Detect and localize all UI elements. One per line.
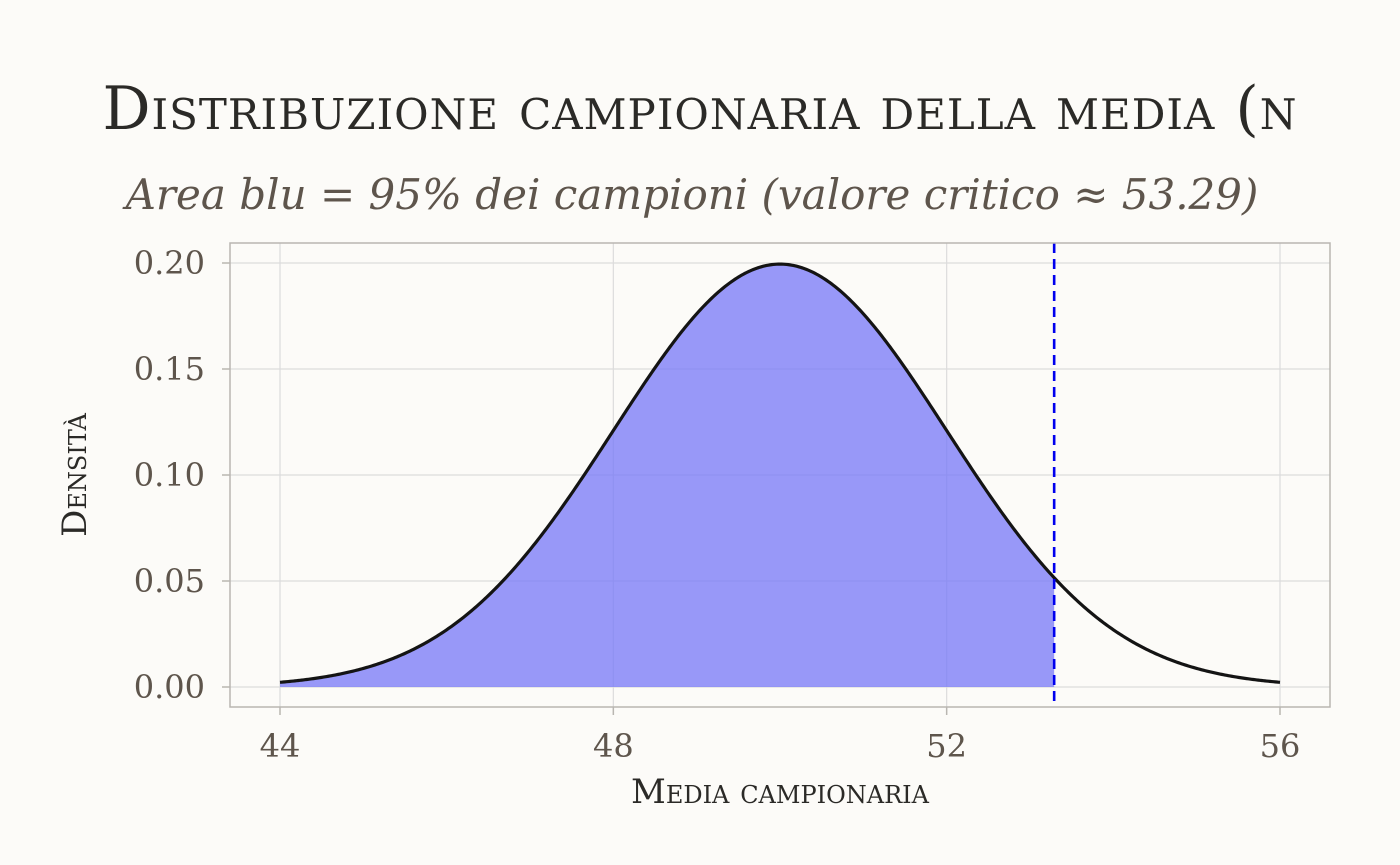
y-tick-label-3: 0.15 bbox=[134, 350, 205, 388]
axis-ticks: 44 48 52 56 0.00 0.05 0.10 0.15 0.20 bbox=[134, 244, 1301, 765]
x-axis-title: Media campionaria bbox=[631, 772, 930, 812]
chart-subtitle: Area blu = 95% dei campioni (valore crit… bbox=[122, 170, 1259, 219]
x-tick-label-2: 52 bbox=[926, 727, 967, 765]
y-tick-label-2: 0.10 bbox=[134, 456, 205, 494]
shaded-area-95 bbox=[280, 264, 1055, 687]
y-tick-label-4: 0.20 bbox=[134, 244, 205, 282]
chart-title: Distribuzione campionaria della media (n bbox=[102, 74, 1297, 144]
y-tick-label-0: 0.00 bbox=[134, 668, 205, 706]
y-tick-label-1: 0.05 bbox=[134, 562, 205, 600]
x-tick-label-1: 48 bbox=[593, 727, 634, 765]
x-tick-label-0: 44 bbox=[260, 727, 301, 765]
x-tick-label-3: 56 bbox=[1260, 727, 1301, 765]
y-axis-title: Densità bbox=[55, 412, 95, 536]
density-curve bbox=[279, 262, 1281, 684]
